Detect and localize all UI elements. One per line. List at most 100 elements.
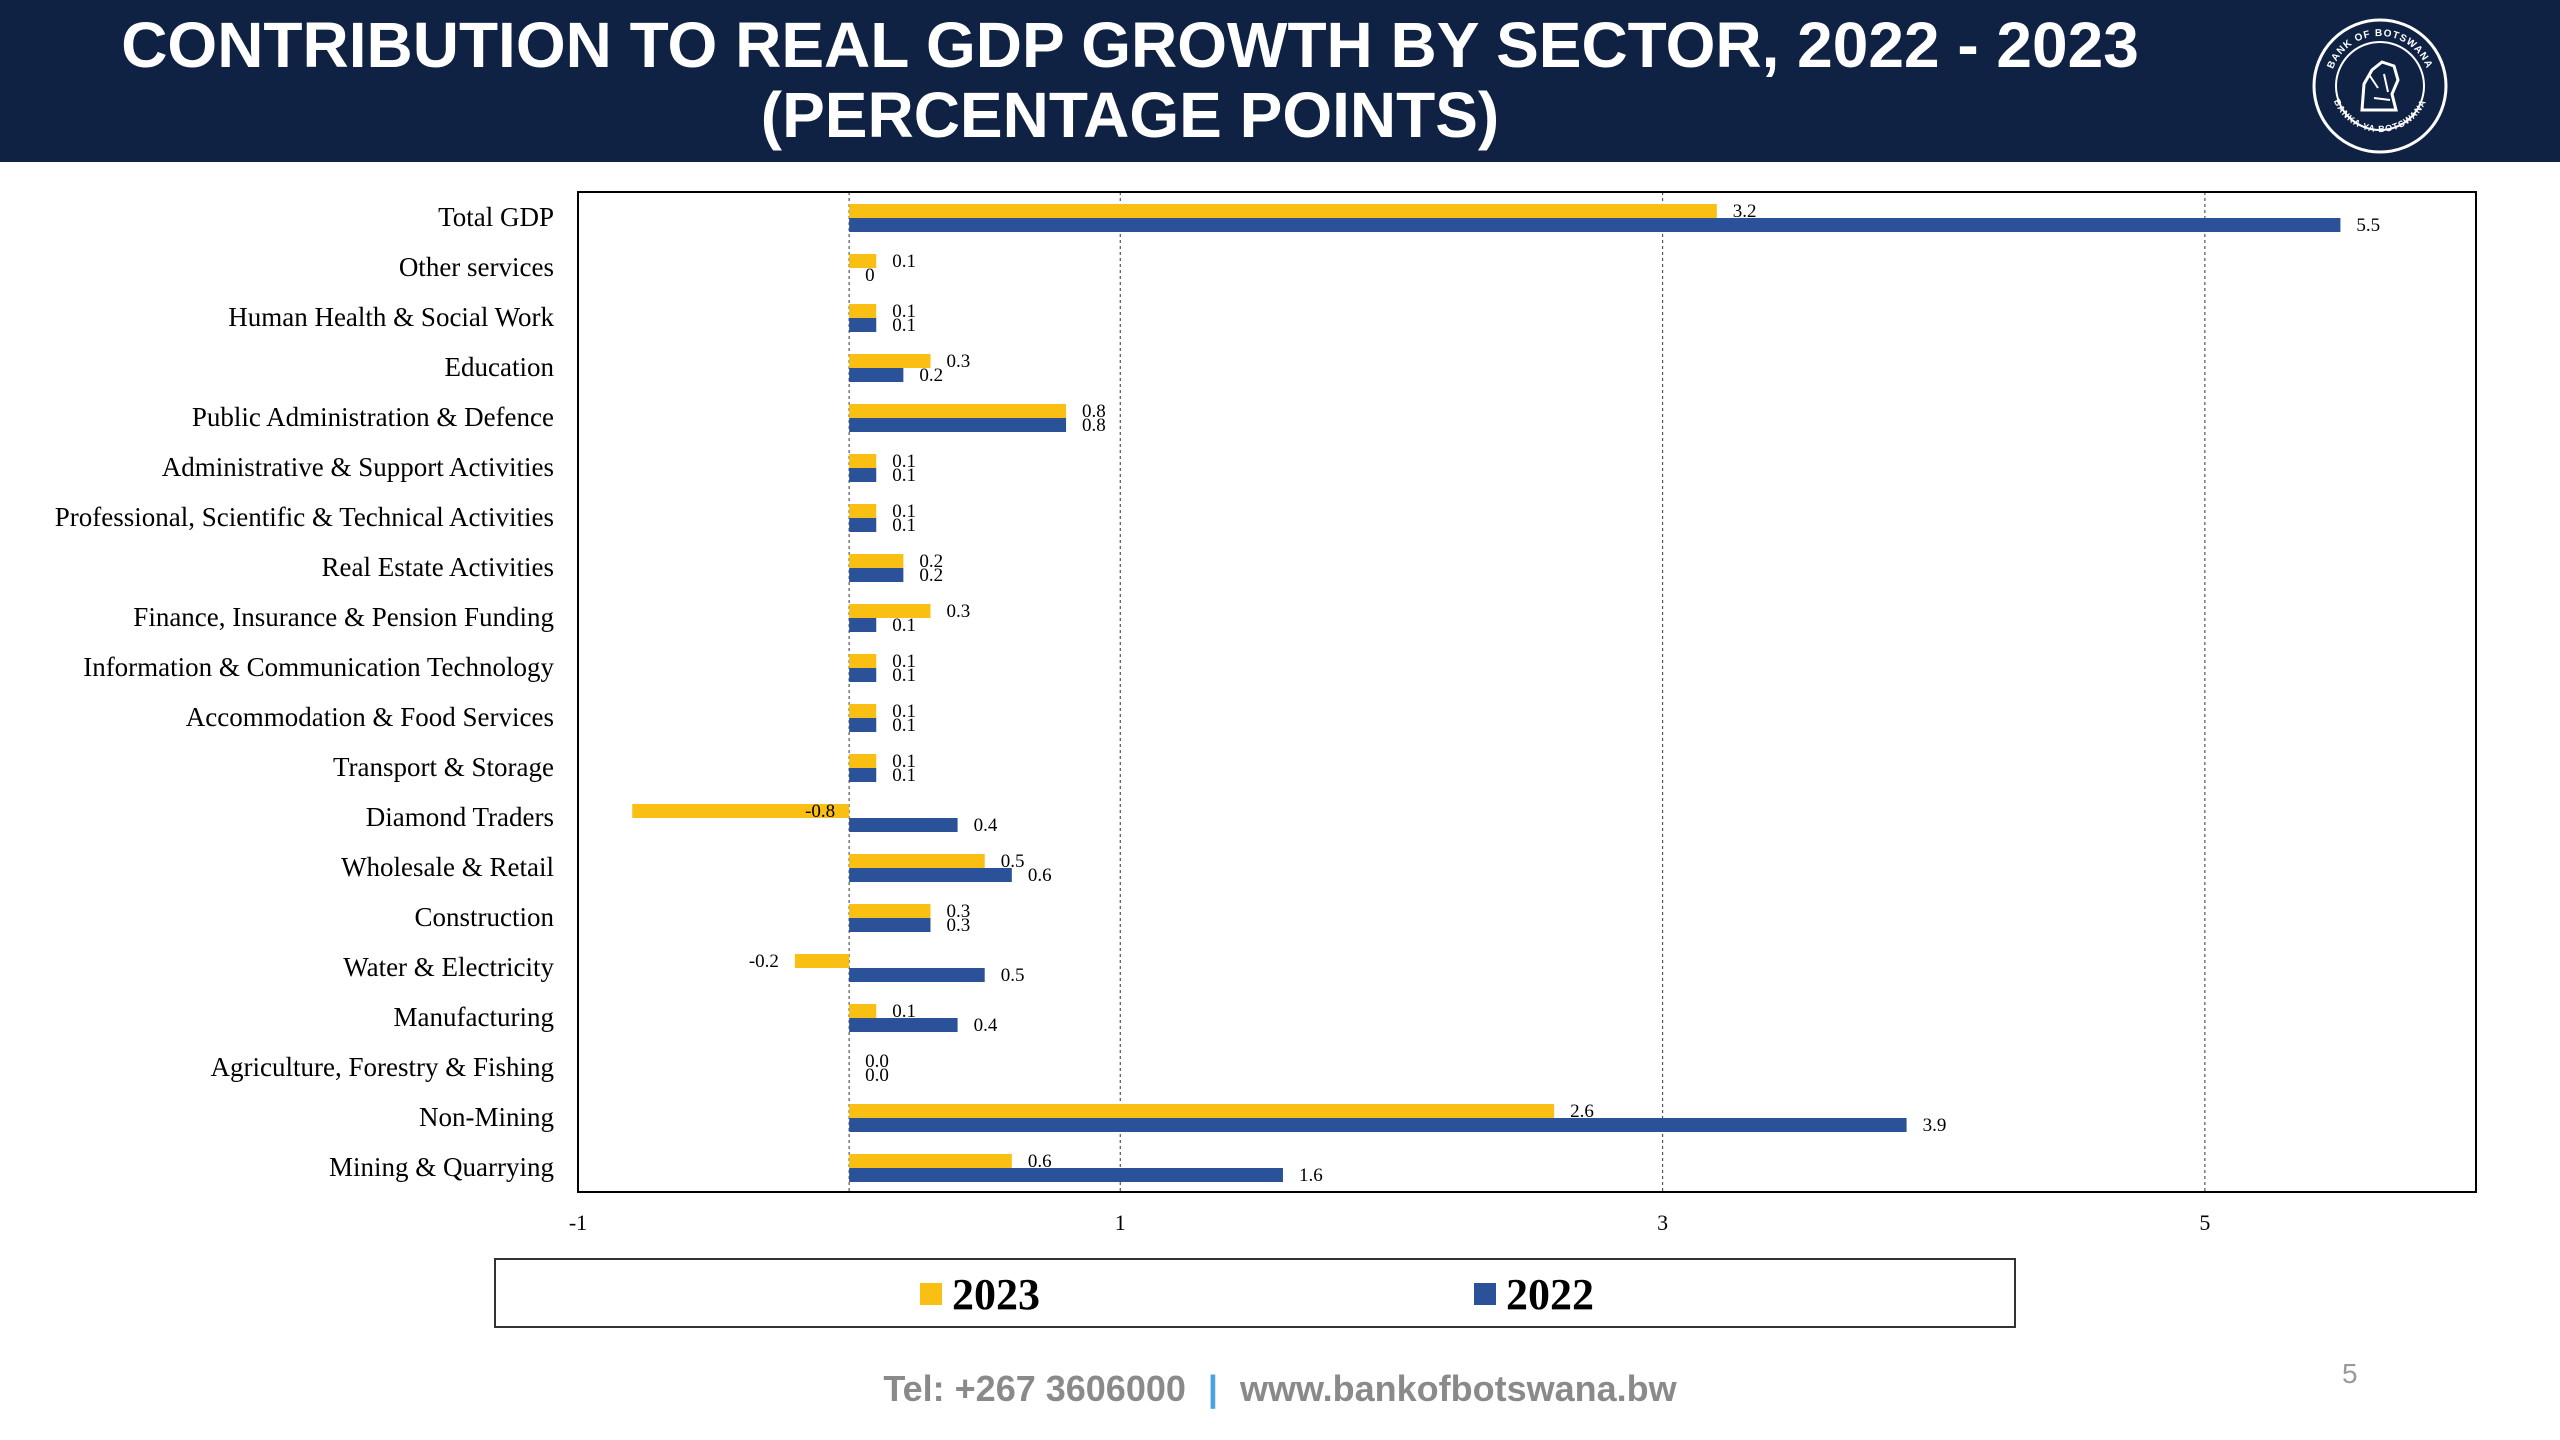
category-label: Construction	[415, 902, 555, 932]
value-label-2022: 0.1	[892, 615, 916, 636]
gdp-contribution-chart: Total GDP 3.2 5.5 Other services 0.1 0 Human H…	[55, 191, 2477, 1235]
category-label: Finance, Insurance & Pension Funding	[133, 602, 554, 632]
title-line-2: (PERCENTAGE POINTS)	[760, 79, 1500, 151]
bar-2023	[794, 954, 850, 968]
value-label-2022: 0.1	[892, 315, 916, 336]
bar-2023	[849, 354, 931, 368]
bar-2022	[849, 868, 1012, 882]
bar-2023	[849, 1154, 1012, 1168]
value-label-2023: 3.2	[1733, 201, 1757, 222]
value-label-2023: 0.8	[1082, 401, 1106, 422]
bar-2022	[849, 968, 985, 982]
x-tick-label: 3	[1657, 1210, 1668, 1235]
value-label-2023: 0.1	[892, 451, 916, 472]
value-label-2022: 0.1	[892, 465, 916, 486]
bar-2022	[849, 418, 1067, 432]
bar-2022	[849, 218, 2341, 232]
bar-2023	[849, 504, 877, 518]
bar-2022	[849, 618, 877, 632]
bar-2022	[849, 668, 877, 682]
value-label-2022: 1.6	[1299, 1165, 1323, 1186]
bar-2022	[849, 568, 904, 582]
footer-phone: Tel: +267 3606000	[883, 1368, 1186, 1409]
value-label-2023: 2.6	[1570, 1101, 1594, 1122]
bar-2022	[849, 768, 877, 782]
bar-2022	[849, 468, 877, 482]
value-label-2023: 0.1	[892, 701, 916, 722]
bar-2023	[849, 704, 877, 718]
svg-text:BANKA YA BOTSWANA: BANKA YA BOTSWANA	[2332, 97, 2428, 134]
legend-swatch-2023	[920, 1283, 942, 1305]
value-label-2022: 0.1	[892, 515, 916, 536]
category-label: Public Administration & Defence	[192, 402, 554, 432]
bar-2022	[849, 518, 877, 532]
chart-legend: 2023 2022	[494, 1258, 2016, 1328]
value-label-2023: 0.2	[919, 551, 943, 572]
value-label-2023: 0.0	[865, 1051, 889, 1072]
footer-website[interactable]: www.bankofbotswana.bw	[1239, 1368, 1677, 1409]
footer-separator: |	[1207, 1368, 1218, 1409]
legend-item-2022: 2022	[1474, 1268, 1594, 1320]
category-label: Transport & Storage	[333, 752, 554, 782]
bar-2023	[849, 554, 904, 568]
value-label-2023: -0.8	[805, 801, 835, 822]
category-label: Agriculture, Forestry & Fishing	[211, 1052, 554, 1082]
slide-footer: Tel: +267 3606000 | www.bankofbotswana.bw	[0, 1368, 2560, 1410]
title-line-1: CONTRIBUTION TO REAL GDP GROWTH BY SECTO…	[121, 9, 2139, 81]
category-label: Manufacturing	[394, 1002, 554, 1032]
bar-2022	[849, 1168, 1283, 1182]
logo-text-bottom: BANKA YA BOTSWANA	[2332, 97, 2427, 134]
category-label: Mining & Quarrying	[329, 1152, 554, 1182]
value-label-2022: 0.2	[919, 365, 943, 386]
bar-2023	[849, 1004, 877, 1018]
plot-frame	[577, 191, 2477, 1193]
bar-2023	[849, 1104, 1555, 1118]
bar-2023	[849, 304, 877, 318]
value-label-2022: 0.0	[865, 1065, 889, 1086]
bar-2023	[849, 754, 877, 768]
bar-2022	[849, 918, 931, 932]
category-label: Administrative & Support Activities	[162, 452, 554, 482]
bar-2023	[849, 654, 877, 668]
zebra-emblem-icon	[2360, 60, 2400, 112]
value-label-2023: 0.6	[1028, 1151, 1052, 1172]
value-label-2022: 0.2	[919, 565, 943, 586]
value-label-2023: 0.1	[892, 251, 916, 272]
value-label-2022: 0.1	[892, 765, 916, 786]
category-label: Water & Electricity	[343, 952, 554, 982]
category-label: Wholesale & Retail	[341, 852, 554, 882]
value-label-2023: 0.1	[892, 301, 916, 322]
value-label-2022: 0.4	[974, 1015, 998, 1036]
value-label-2022: 0.4	[974, 815, 998, 836]
slide-header: CONTRIBUTION TO REAL GDP GROWTH BY SECTO…	[0, 0, 2560, 162]
x-tick-label: 1	[1115, 1210, 1126, 1235]
bar-2023	[849, 454, 877, 468]
value-label-2023: 0.1	[892, 651, 916, 672]
category-label: Real Estate Activities	[322, 552, 554, 582]
category-label: Total GDP	[438, 202, 554, 232]
bar-2023	[849, 204, 1717, 218]
bar-2023	[849, 254, 877, 268]
value-label-2023: 0.1	[892, 1001, 916, 1022]
category-label: Other services	[399, 252, 554, 282]
value-label-2023: 0.3	[946, 351, 970, 372]
legend-swatch-2022	[1474, 1283, 1496, 1305]
category-label: Information & Communication Technology	[83, 652, 554, 682]
bar-2023	[849, 904, 931, 918]
value-label-2023: 0.3	[946, 901, 970, 922]
value-label-2022: 3.9	[1923, 1115, 1947, 1136]
slide-title: CONTRIBUTION TO REAL GDP GROWTH BY SECTO…	[60, 10, 2200, 150]
value-label-2022: 0.1	[892, 715, 916, 736]
legend-label-2022: 2022	[1506, 1269, 1594, 1319]
bar-2022	[849, 1018, 958, 1032]
bar-2022	[849, 318, 877, 332]
x-tick-label: 5	[2199, 1210, 2210, 1235]
x-tick-label: -1	[569, 1210, 587, 1235]
value-label-2022: 0	[865, 265, 875, 286]
bar-2023	[632, 804, 850, 818]
bar-2023	[849, 604, 931, 618]
value-label-2022: 5.5	[2356, 215, 2380, 236]
category-label: Non-Mining	[419, 1102, 554, 1132]
value-label-2022: 0.1	[892, 665, 916, 686]
value-label-2023: 0.1	[892, 751, 916, 772]
